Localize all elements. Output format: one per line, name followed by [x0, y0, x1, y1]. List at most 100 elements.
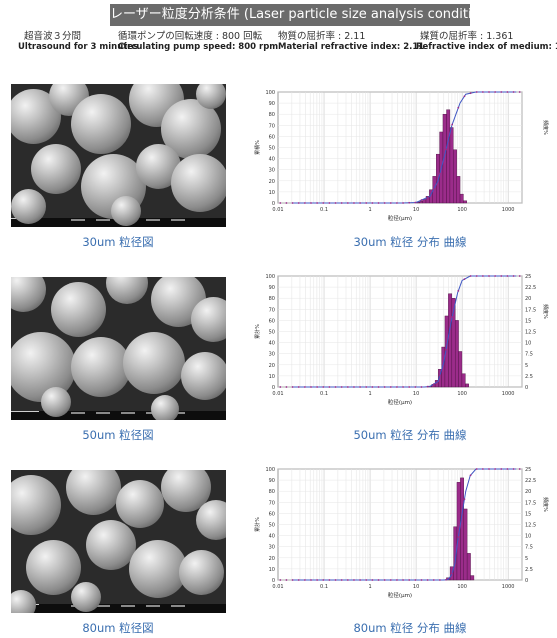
cumulative-marker	[353, 579, 355, 581]
cumulative-marker	[365, 202, 368, 204]
cumulative-marker	[303, 386, 306, 388]
chart-caption-80um: 80um 粒径 分布 曲線	[353, 621, 467, 635]
cumulative-marker	[334, 202, 337, 204]
frequency-bar	[463, 508, 468, 581]
cumulative-marker	[334, 386, 337, 388]
y-tick-label: 70	[269, 123, 275, 129]
y-tick-label: 10	[269, 190, 275, 196]
cumulative-marker	[389, 202, 392, 204]
cumulative-marker	[285, 386, 288, 388]
y-axis-label: 累積%	[254, 140, 261, 155]
cumulative-marker	[402, 202, 404, 204]
x-tick-label: 0.01	[272, 391, 283, 397]
cumulative-marker	[365, 579, 368, 581]
cumulative-marker	[371, 202, 374, 204]
cumulative-marker	[426, 196, 429, 199]
y2-tick-label: 7.5	[525, 352, 533, 358]
x-tick-label: 0.1	[320, 207, 328, 213]
frequency-bar	[461, 373, 466, 388]
cumulative-marker	[322, 386, 325, 388]
particle-sphere	[31, 144, 81, 194]
particle-sphere	[86, 520, 136, 570]
frequency-bar	[453, 149, 457, 204]
cumulative-marker	[377, 579, 380, 581]
y-tick-label: 30	[269, 352, 275, 358]
cumulative-marker	[316, 202, 319, 204]
cumulative-marker	[310, 386, 312, 388]
cumulative-marker	[432, 188, 435, 190]
y2-axis-label: 頻度%	[542, 497, 549, 512]
y2-tick-label: 15	[525, 318, 531, 324]
cumulative-marker	[303, 579, 306, 581]
frequency-bar	[449, 127, 454, 204]
y2-tick-label: 10	[525, 341, 531, 347]
y2-tick-label: 25	[525, 467, 531, 473]
y-tick-label: 50	[269, 146, 275, 152]
cumulative-marker	[359, 386, 362, 388]
x-tick-label: 1	[368, 391, 371, 397]
image-caption-80um: 80um 粒径図	[82, 621, 154, 635]
frequency-bar	[460, 477, 464, 581]
cumulative-marker	[457, 289, 460, 292]
x-tick-label: 10	[413, 207, 419, 213]
cumulative-marker	[414, 579, 417, 581]
cumulative-marker	[414, 201, 417, 204]
x-tick-label: 100	[457, 391, 467, 397]
cumulative-marker	[291, 386, 294, 388]
particle-sphere	[106, 277, 148, 304]
cumulative-marker	[488, 468, 490, 470]
particle-sphere	[196, 500, 226, 540]
cumulative-marker	[389, 579, 392, 581]
frequency-bar	[454, 320, 459, 388]
cumulative-marker	[469, 92, 472, 95]
condition-ultrasound-jp: 超音波３分間	[24, 31, 82, 42]
y2-tick-label: 15	[525, 511, 531, 517]
y-tick-label: 30	[269, 168, 275, 174]
y2-tick-label: 2.5	[525, 374, 533, 380]
cumulative-marker	[297, 386, 300, 388]
cumulative-marker	[432, 383, 435, 385]
cumulative-marker	[383, 202, 386, 204]
x-tick-label: 0.1	[320, 391, 328, 397]
particle-sphere	[171, 154, 226, 212]
y2-axis-label: 頻度%	[542, 120, 549, 135]
cumulative-marker	[512, 275, 515, 277]
y2-tick-label: 20	[525, 489, 531, 495]
particle-sphere	[11, 590, 36, 613]
frequency-bar	[470, 575, 475, 581]
distribution-chart-30um: 0 10 20 30 40 50 60 70 80 90 100 0.01 0.1 1 10 100 1000 粒…	[250, 86, 550, 226]
particle-sphere	[71, 337, 131, 397]
y-tick-label: 60	[269, 318, 275, 324]
cumulative-marker	[414, 386, 417, 388]
y-tick-label: 50	[269, 523, 275, 529]
cumulative-marker	[340, 579, 343, 581]
chart-caption-30um: 30um 粒径 分布 曲線	[353, 235, 467, 249]
cumulative-marker	[438, 172, 441, 175]
x-tick-label: 1	[368, 207, 371, 213]
y-tick-label: 90	[269, 478, 275, 484]
y-tick-label: 40	[269, 534, 275, 540]
y2-axis-label: 頻度%	[542, 304, 549, 319]
y-tick-label: 0	[272, 201, 275, 207]
cumulative-marker	[279, 202, 282, 204]
particle-sphere	[111, 196, 141, 226]
y-tick-label: 20	[269, 556, 275, 562]
y-tick-label: 100	[265, 90, 275, 96]
cumulative-marker	[353, 386, 355, 388]
cumulative-marker	[445, 578, 447, 581]
cumulative-marker	[377, 386, 380, 388]
y2-tick-label: 12.5	[525, 330, 536, 336]
cumulative-marker	[396, 386, 398, 388]
y-tick-label: 70	[269, 307, 275, 313]
particle-sphere	[11, 189, 46, 224]
cumulative-marker	[420, 199, 423, 201]
cumulative-marker	[383, 579, 386, 581]
frequency-bar	[446, 109, 451, 204]
cumulative-marker	[518, 275, 521, 277]
x-tick-label: 1000	[502, 391, 515, 397]
cumulative-marker	[359, 579, 362, 581]
cumulative-marker	[402, 579, 404, 581]
chart-svg: 0 10 20 30 40 50 60 70 80 90 100 0.01 0.1 1 10 100 1000 粒…	[254, 90, 549, 222]
cumulative-marker	[457, 106, 460, 109]
cumulative-marker	[359, 202, 362, 204]
